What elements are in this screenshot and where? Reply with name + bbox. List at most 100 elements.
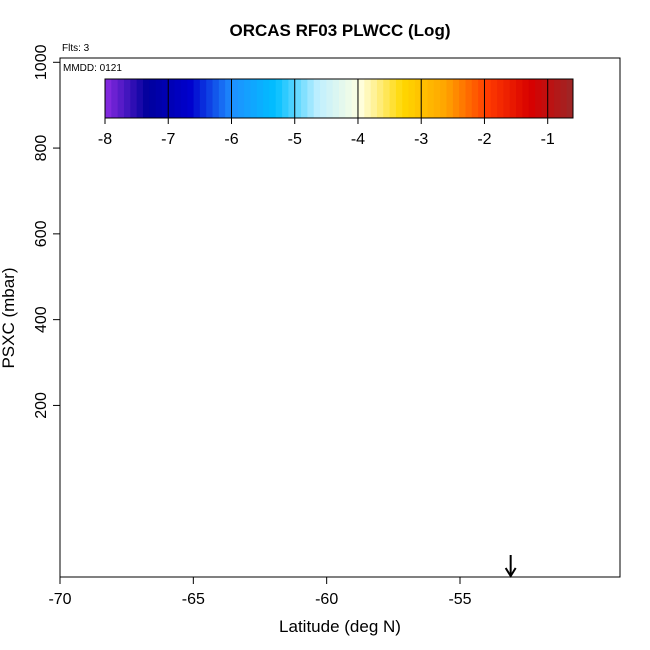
colorbar-swatch — [554, 79, 561, 118]
colorbar-swatch — [130, 79, 138, 118]
colorbar-swatch — [522, 79, 530, 118]
sample-point — [146, 137, 155, 146]
colorbar-swatch — [168, 79, 176, 118]
colorbar-swatch — [528, 79, 536, 118]
colorbar-swatch — [231, 79, 239, 118]
colorbar-swatch — [288, 79, 296, 118]
y-tick-label: 1000 — [33, 44, 50, 80]
colorbar-swatch — [282, 79, 289, 118]
colorbar-swatch — [560, 79, 568, 118]
plot-frame — [59, 57, 621, 578]
colorbar-swatch — [408, 79, 416, 118]
colorbar-swatch — [250, 79, 258, 118]
colorbar-swatch — [345, 79, 353, 118]
colorbar-tick-label: -1 — [541, 131, 555, 148]
sample-point — [439, 242, 449, 251]
colorbar-swatch — [541, 79, 549, 118]
chart-title: ORCAS RF03 PLWCC (Log) — [230, 21, 451, 40]
colorbar-swatch — [459, 79, 466, 118]
sample-point — [167, 137, 177, 146]
colorbar-swatch — [256, 79, 264, 118]
x-axis: -70 -65 -60 -55 — [48, 577, 472, 608]
colorbar-swatch — [136, 79, 144, 118]
colorbar-swatch — [237, 79, 245, 118]
sample-point — [109, 319, 118, 329]
colorbar-swatch — [490, 79, 498, 118]
colorbar-swatch — [111, 79, 119, 118]
colorbar-swatch — [313, 79, 321, 118]
colorbar-swatch — [440, 79, 448, 118]
colorbar-swatch — [547, 79, 555, 118]
colorbar-swatch — [218, 79, 226, 118]
colorbar-swatch — [180, 79, 188, 118]
colorbar-swatch — [364, 79, 372, 118]
colorbar-swatch — [395, 79, 403, 118]
y-axis-title: PSXC (mbar) — [0, 267, 18, 368]
colorbar-swatch — [117, 79, 125, 118]
colorbar-swatch — [509, 79, 517, 118]
colorbar-swatch — [376, 79, 384, 118]
colorbar-swatch — [326, 79, 334, 118]
y-axis: 200 400 600 800 1000 — [33, 44, 60, 419]
sample-point — [418, 326, 427, 335]
y-tick-label: 200 — [33, 392, 50, 419]
colorbar-swatch — [332, 79, 340, 118]
x-tick-label: -60 — [315, 591, 338, 608]
sample-point — [317, 68, 326, 78]
x-axis-title: Latitude (deg N) — [279, 617, 401, 636]
colorbar-swatch — [187, 79, 195, 118]
colorbar-tick-label: -7 — [161, 131, 175, 148]
colorbar-swatch — [446, 79, 454, 118]
sample-point — [85, 75, 94, 84]
colorbar-swatch — [414, 79, 422, 118]
colorbar-swatch — [155, 79, 163, 118]
colorbar-swatch — [225, 79, 232, 118]
colorbar-swatch — [123, 79, 131, 118]
colorbar-swatch — [212, 79, 220, 118]
sample-point — [455, 62, 465, 71]
colorbar-swatch — [383, 79, 391, 118]
arrow-indicator — [504, 555, 517, 578]
colorbar-swatch — [427, 79, 435, 118]
colorbar-swatch — [535, 79, 542, 118]
colorbar-swatch — [478, 79, 485, 118]
colorbar-swatch — [105, 79, 112, 118]
colorbar-swatch — [351, 79, 359, 118]
date-label: MMDD: 0121 — [63, 63, 122, 74]
colorbar-swatch — [465, 79, 473, 118]
sample-point — [151, 414, 161, 423]
colorbar-swatch — [370, 79, 378, 118]
sample-point — [322, 165, 331, 174]
sample-point — [447, 165, 457, 174]
colorbar-swatch — [339, 79, 346, 118]
colorbar-swatch — [497, 79, 504, 118]
colorbar-swatch — [307, 79, 315, 118]
x-tick-label: -65 — [182, 591, 205, 608]
colorbar-tick-label: -4 — [351, 131, 365, 148]
colorbar-swatch — [142, 79, 150, 118]
colorbar-swatch — [320, 79, 327, 118]
colorbar-swatch — [206, 79, 214, 118]
colorbar-swatch — [357, 79, 365, 118]
colorbar-tick-label: -8 — [98, 131, 112, 148]
colorbar-tick-label: -6 — [224, 131, 238, 148]
y-tick-label: 400 — [33, 306, 50, 333]
y-tick-label: 800 — [33, 135, 50, 162]
colorbar-swatch — [389, 79, 397, 118]
sample-point — [431, 242, 441, 251]
colorbar-swatch — [193, 79, 201, 118]
x-tick-label: -55 — [448, 591, 471, 608]
sample-point — [215, 326, 225, 335]
sample-point — [101, 139, 110, 148]
colorbar-swatch — [484, 79, 492, 118]
colorbar-swatch — [294, 79, 302, 118]
colorbar-swatch — [275, 79, 283, 118]
colorbar-swatch — [263, 79, 270, 118]
colorbar-swatch — [161, 79, 169, 118]
colorbar-tick-label: -2 — [477, 131, 491, 148]
colorbar-swatch — [516, 79, 523, 118]
colorbar-swatch — [566, 79, 574, 118]
colorbar-swatch — [402, 79, 410, 118]
colorbar-swatch — [149, 79, 157, 118]
